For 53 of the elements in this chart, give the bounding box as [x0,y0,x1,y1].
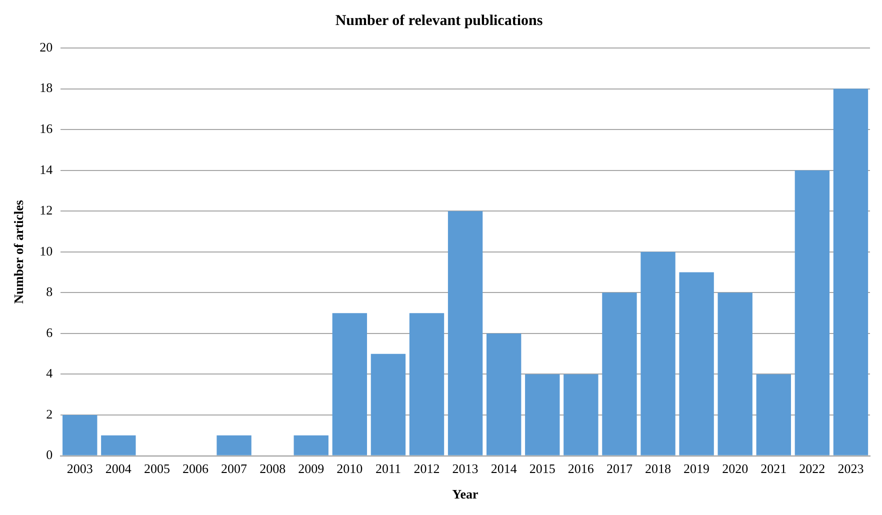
x-tick-label: 2014 [490,461,518,476]
bar [756,374,791,456]
x-tick-label: 2006 [182,461,209,476]
x-tick-label: 2019 [684,461,710,476]
bar [332,313,368,456]
x-tick-label: 2017 [606,461,633,476]
bar [370,354,406,456]
y-tick-label: 20 [40,39,53,54]
x-tick-label: 2011 [375,461,401,476]
y-tick-label: 0 [46,447,53,462]
y-tick-label: 10 [40,243,53,258]
bar [640,252,676,456]
y-tick-label: 14 [40,162,54,177]
x-tick-label: 2004 [105,461,132,476]
bar [679,272,714,456]
x-tick-label: 2008 [260,461,286,476]
y-axis-title: Number of articles [11,200,26,304]
x-tick-label: 2007 [221,461,248,476]
bar [486,333,522,456]
x-tick-label: 2010 [336,461,363,476]
chart-title: Number of relevant publications [335,12,543,29]
bar [564,374,598,456]
bar [294,435,328,456]
y-tick-label: 4 [46,366,54,381]
bar [602,292,637,456]
x-tick-label: 2020 [722,461,748,476]
x-tick-label: 2009 [298,461,324,476]
bar [216,435,252,456]
x-tick-label: 2005 [144,461,170,476]
x-tick-label: 2023 [838,461,864,476]
y-tick-label: 8 [46,284,53,300]
bar [101,435,136,456]
bar [525,374,560,456]
x-tick-label: 2021 [760,461,787,476]
x-axis-title: Year [452,486,479,502]
y-tick-label: 6 [46,324,54,340]
bar [409,313,444,456]
x-tick-label: 2015 [529,461,556,476]
y-tick-label: 2 [46,406,53,422]
x-tick-label: 2012 [414,461,440,476]
x-tick-label: 2003 [66,461,93,476]
bar [448,211,483,456]
bar [833,88,868,456]
bar [718,292,752,456]
y-tick-label: 12 [40,202,53,218]
x-tick-label: 2022 [799,461,826,476]
x-tick-label: 2018 [645,461,672,476]
x-tick-label: 2013 [452,461,478,476]
x-tick-label: 2016 [568,461,594,476]
bar [794,170,830,456]
bar [62,415,98,456]
y-tick-label: 16 [40,120,54,136]
y-tick-label: 18 [40,80,53,96]
